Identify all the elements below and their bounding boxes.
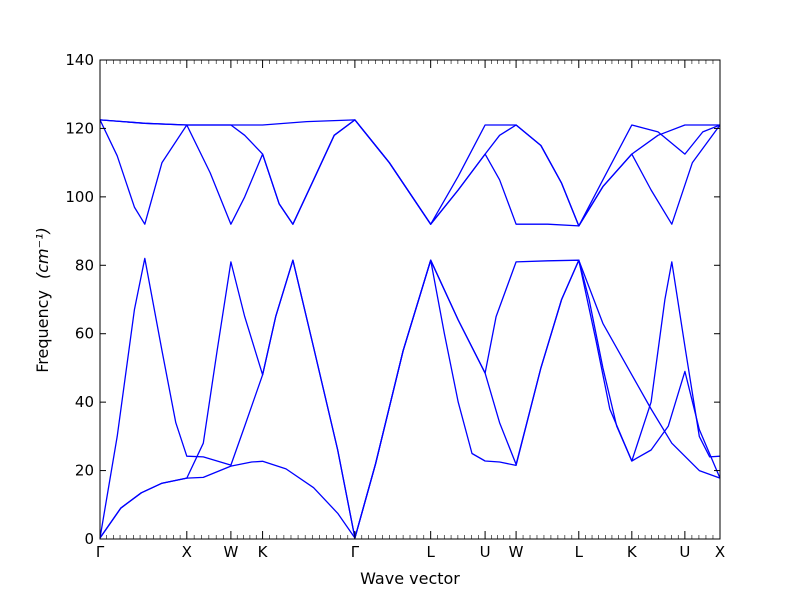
x-axis-label: Wave vector (360, 569, 460, 588)
x-tick-label: K (258, 543, 269, 561)
minor-ticks (106, 60, 714, 539)
y-tick-label: 80 (75, 256, 94, 274)
y-axis-label-text: Frequency (33, 290, 52, 373)
y-tick-label: 140 (65, 51, 94, 69)
y-tick-label: 40 (75, 393, 94, 411)
x-tick-label: L (575, 543, 584, 561)
band-line-6 (99, 119, 720, 227)
x-tick-label: Γ (96, 543, 105, 561)
phonon-bands (99, 119, 721, 539)
x-tick-label: X (182, 543, 192, 561)
x-tick-label: X (715, 543, 725, 561)
plot-background (100, 60, 720, 539)
y-axis-label-group: Frequency (cm⁻¹) (33, 227, 52, 372)
y-tick-label: 0 (84, 530, 94, 548)
x-tick-label: Γ (351, 543, 360, 561)
x-tick-label: U (480, 543, 491, 561)
band-line-3 (99, 257, 721, 539)
x-tick-label: U (679, 543, 690, 561)
x-tick-label: W (509, 543, 524, 561)
y-tick-label: 20 (75, 462, 94, 480)
y-tick-label: 120 (65, 119, 94, 137)
y-axis-ticks: 0 20 40 60 80 100 120 140 (65, 51, 720, 548)
y-axis-label-unit: (cm⁻¹) (33, 227, 52, 279)
y-tick-label: 60 (75, 325, 94, 343)
y-tick-label: 100 (65, 188, 94, 206)
y-axis-label: Frequency (cm⁻¹) (33, 227, 52, 372)
x-tick-label: W (223, 543, 238, 561)
x-tick-label: K (627, 543, 638, 561)
band-line-4 (99, 119, 721, 227)
plot-frame (99, 59, 721, 540)
x-tick-label: L (426, 543, 435, 561)
